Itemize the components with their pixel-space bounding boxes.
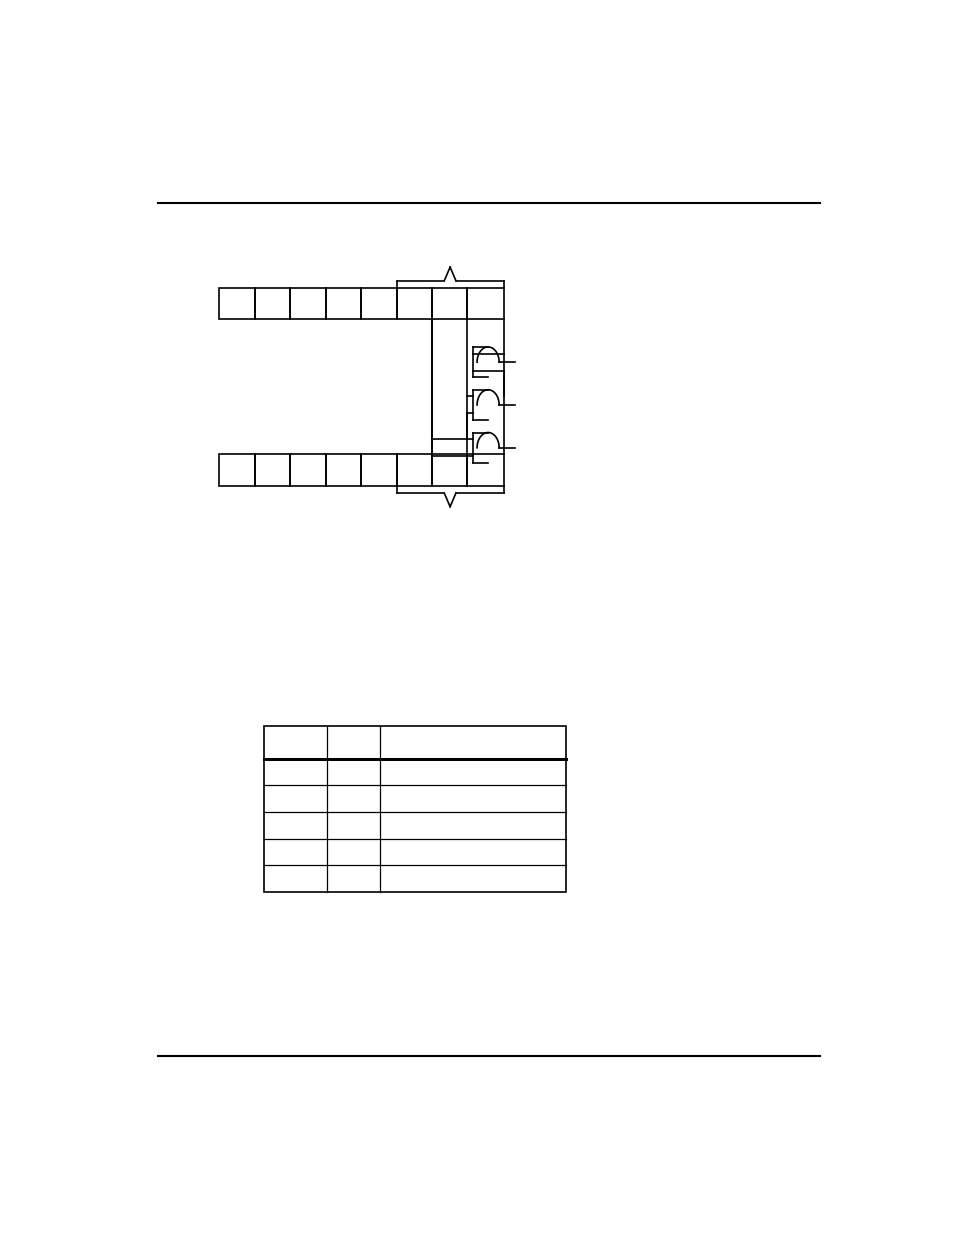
Bar <box>360 288 396 320</box>
Bar <box>325 454 360 485</box>
Bar <box>325 288 360 320</box>
Bar <box>432 454 467 485</box>
Bar <box>467 454 503 485</box>
Bar <box>396 288 432 320</box>
Bar <box>290 288 325 320</box>
Bar <box>219 454 254 485</box>
Bar <box>396 454 432 485</box>
Bar <box>254 454 290 485</box>
Bar <box>254 288 290 320</box>
Bar <box>264 726 565 892</box>
Bar <box>219 288 254 320</box>
Bar <box>360 454 396 485</box>
Bar <box>432 288 467 320</box>
Bar <box>290 454 325 485</box>
Bar <box>467 288 503 320</box>
